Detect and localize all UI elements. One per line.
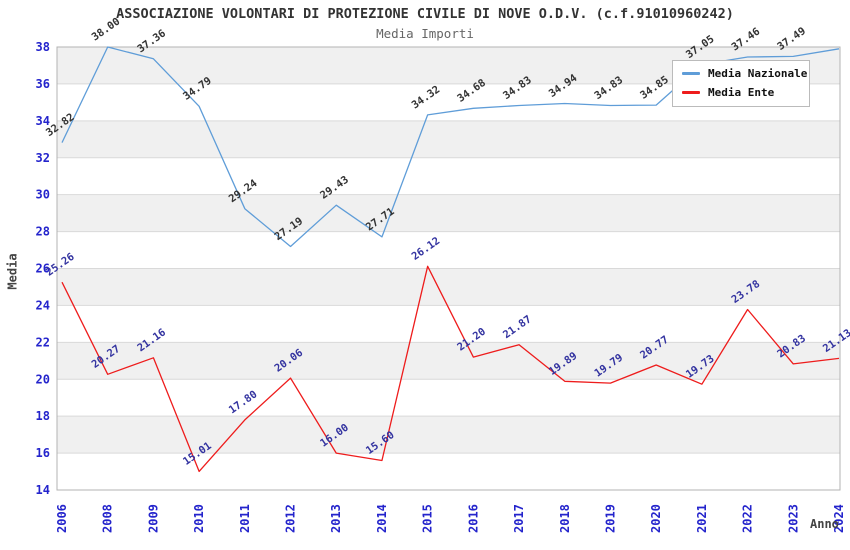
x-tick-label: 2015 bbox=[421, 504, 435, 533]
x-tick-label: 2012 bbox=[284, 504, 298, 533]
legend-label: Media Ente bbox=[708, 86, 775, 99]
x-tick-label: 2006 bbox=[55, 504, 69, 533]
legend-label: Media Nazionale bbox=[708, 67, 808, 80]
data-label: 38.00 bbox=[90, 16, 123, 44]
x-tick-label: 2011 bbox=[238, 504, 252, 533]
x-tick-label: 2016 bbox=[466, 504, 480, 533]
chart-title: ASSOCIAZIONE VOLONTARI DI PROTEZIONE CIV… bbox=[116, 6, 734, 22]
x-tick-label: 2024 bbox=[832, 504, 846, 533]
x-tick-label: 2009 bbox=[146, 504, 160, 533]
x-tick-label: 2020 bbox=[649, 504, 663, 533]
x-tick-label: 2023 bbox=[786, 504, 800, 533]
x-tick-label: 2017 bbox=[512, 504, 526, 533]
y-tick-label: 20 bbox=[36, 372, 50, 386]
plot-band bbox=[57, 120, 840, 158]
plot-band bbox=[57, 268, 840, 306]
x-tick-label: 2008 bbox=[101, 504, 115, 533]
y-tick-label: 18 bbox=[36, 409, 50, 423]
y-tick-label: 22 bbox=[36, 335, 50, 349]
x-tick-label: 2010 bbox=[192, 504, 206, 533]
legend-item-media-ente: Media Ente bbox=[673, 83, 809, 102]
legend: Media Nazionale Media Ente bbox=[672, 60, 810, 107]
legend-swatch-media-nazionale bbox=[682, 72, 700, 75]
data-label: 26.12 bbox=[410, 235, 443, 263]
series-line-media-ente bbox=[61, 265, 840, 473]
chart-subtitle: Media Importi bbox=[376, 26, 474, 41]
legend-swatch-media-ente bbox=[682, 91, 700, 94]
x-tick-label: 2018 bbox=[558, 504, 572, 533]
x-tick-label: 2014 bbox=[375, 504, 389, 533]
x-tick-label: 2022 bbox=[741, 504, 755, 533]
y-tick-label: 16 bbox=[36, 446, 50, 460]
plot-band bbox=[57, 342, 840, 380]
y-tick-label: 14 bbox=[36, 483, 50, 497]
plot-band bbox=[57, 194, 840, 232]
y-tick-label: 34 bbox=[36, 114, 50, 128]
y-tick-label: 38 bbox=[36, 40, 50, 54]
x-tick-label: 2019 bbox=[603, 504, 617, 533]
y-tick-label: 26 bbox=[36, 262, 50, 276]
y-axis-title: Media bbox=[5, 253, 20, 290]
y-tick-label: 30 bbox=[36, 188, 50, 202]
data-label: 21.87 bbox=[501, 313, 534, 341]
legend-item-media-nazionale: Media Nazionale bbox=[673, 64, 809, 83]
plot-border bbox=[56, 46, 841, 491]
x-axis-title: Anno bbox=[810, 517, 839, 531]
data-label: 34.32 bbox=[410, 83, 443, 111]
y-tick-label: 36 bbox=[36, 77, 50, 91]
y-tick-label: 28 bbox=[36, 225, 50, 239]
x-tick-label: 2013 bbox=[329, 504, 343, 533]
y-tick-label: 24 bbox=[36, 298, 50, 312]
plot-band bbox=[57, 416, 840, 454]
y-tick-label: 32 bbox=[36, 151, 50, 165]
data-label: 17.80 bbox=[227, 388, 260, 416]
x-tick-label: 2021 bbox=[695, 504, 709, 533]
